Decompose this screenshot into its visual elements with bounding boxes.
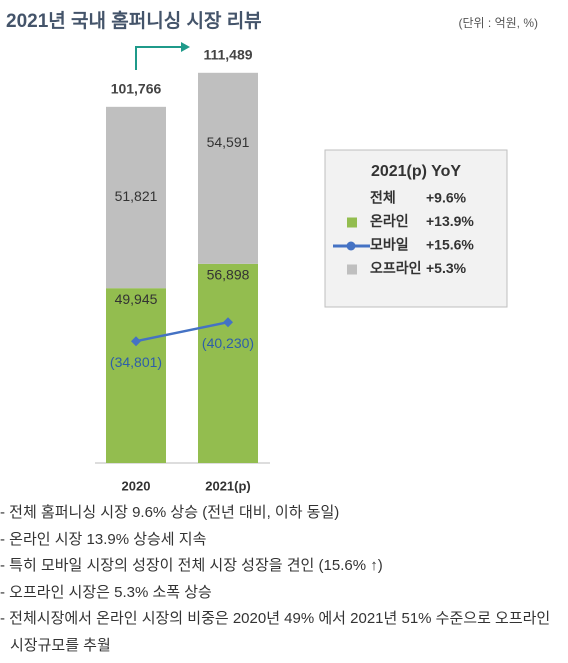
x-tick-label: 2021(p) — [205, 478, 251, 493]
bar-segment — [198, 72, 258, 264]
note: 온라인 시장 13.9% 상승세 지속 — [0, 527, 562, 554]
growth-arrow — [135, 46, 181, 70]
x-tick-label: 2020 — [122, 478, 151, 493]
legend-yoy: +15.6% — [426, 237, 474, 253]
line-marker — [131, 336, 141, 347]
bar-value-label: 51,821 — [115, 188, 158, 204]
bar-value-label: 56,898 — [207, 267, 250, 283]
note: 전체시장에서 온라인 시장의 비중은 2020년 49% 에서 2021년 51… — [0, 606, 562, 659]
legend-label: 오프라인 — [370, 260, 422, 276]
note: 오프라인 시장은 5.3% 소폭 상승 — [0, 580, 562, 607]
line-value-label: (40,230) — [202, 335, 254, 351]
legend-yoy: +9.6% — [426, 190, 467, 206]
line-marker — [223, 317, 233, 328]
chart-title: 2021년 국내 홈퍼니싱 시장 리뷰 — [6, 9, 262, 32]
unit-label: (단위 : 억원, %) — [459, 16, 539, 30]
legend-swatch — [346, 241, 356, 251]
legend-swatch — [347, 217, 357, 228]
legend-label: 모바일 — [370, 237, 409, 253]
legend-label: 전체 — [370, 190, 396, 206]
note: 전체 홈퍼니싱 시장 9.6% 상승 (전년 대비, 이하 동일) — [0, 500, 562, 527]
legend-title: 2021(p) YoY — [371, 163, 461, 180]
line — [135, 320, 229, 343]
note: 특히 모바일 시장의 성장이 전체 시장 성장을 견인 (15.6% ↑) — [0, 553, 562, 580]
chart: 2021년 국내 홈퍼니싱 시장 리뷰 (단위 : 억원, %) 2021(p)… — [6, 9, 539, 493]
legend-yoy: +5.3% — [426, 260, 467, 276]
growth-arrow-head — [181, 42, 190, 52]
line-value-label: (34,801) — [110, 354, 162, 370]
total-label: 101,766 — [111, 81, 162, 97]
bar-value-label: 49,945 — [115, 291, 158, 307]
legend-box — [324, 149, 508, 308]
bar-value-label: 54,591 — [207, 134, 250, 150]
bar-segment — [106, 106, 166, 289]
total-label: 111,489 — [203, 46, 252, 62]
bar-segment — [106, 288, 166, 463]
legend-swatch — [347, 264, 357, 275]
legend-label: 온라인 — [370, 213, 409, 229]
notes: 전체 홈퍼니싱 시장 9.6% 상승 (전년 대비, 이하 동일)온라인 시장 … — [0, 500, 562, 659]
bar-segment — [198, 263, 258, 463]
legend-yoy: +13.9% — [426, 213, 474, 229]
